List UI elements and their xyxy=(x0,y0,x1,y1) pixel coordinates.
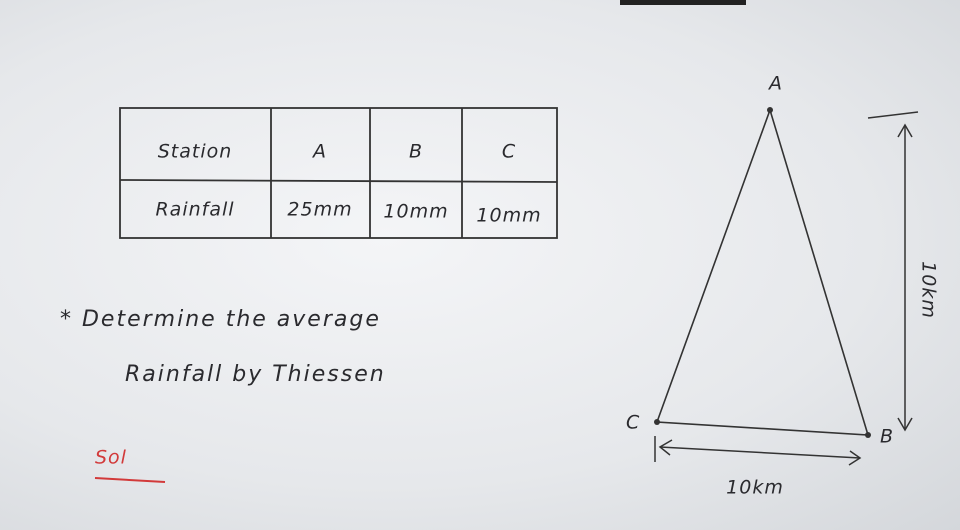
frame-edge xyxy=(620,0,746,5)
vertex-label: C xyxy=(626,412,640,434)
table-cell: Rainfall xyxy=(155,199,234,221)
table-cell: 25mm xyxy=(287,199,352,221)
table-cell: C xyxy=(502,141,516,163)
dimension-label: 10km xyxy=(918,261,940,319)
table-cell: Station xyxy=(158,141,233,163)
question-line: Rainfall by Thiessen xyxy=(125,362,386,387)
triangle xyxy=(655,107,870,436)
dimension-label: 10km xyxy=(726,477,784,499)
table-grid xyxy=(119,107,558,239)
station-points xyxy=(654,107,871,438)
table-cell: B xyxy=(409,141,423,163)
table-cell: 10mm xyxy=(383,201,448,223)
table-cell: 10mm xyxy=(476,205,541,227)
question-line: * Determine the average xyxy=(60,307,381,332)
solution-label: Sol xyxy=(95,447,127,469)
underline xyxy=(94,477,166,483)
vertex-label: A xyxy=(767,73,783,95)
vertex-label: B xyxy=(880,426,894,448)
table-cell: A xyxy=(311,141,327,163)
dimension-arrows xyxy=(654,111,919,466)
